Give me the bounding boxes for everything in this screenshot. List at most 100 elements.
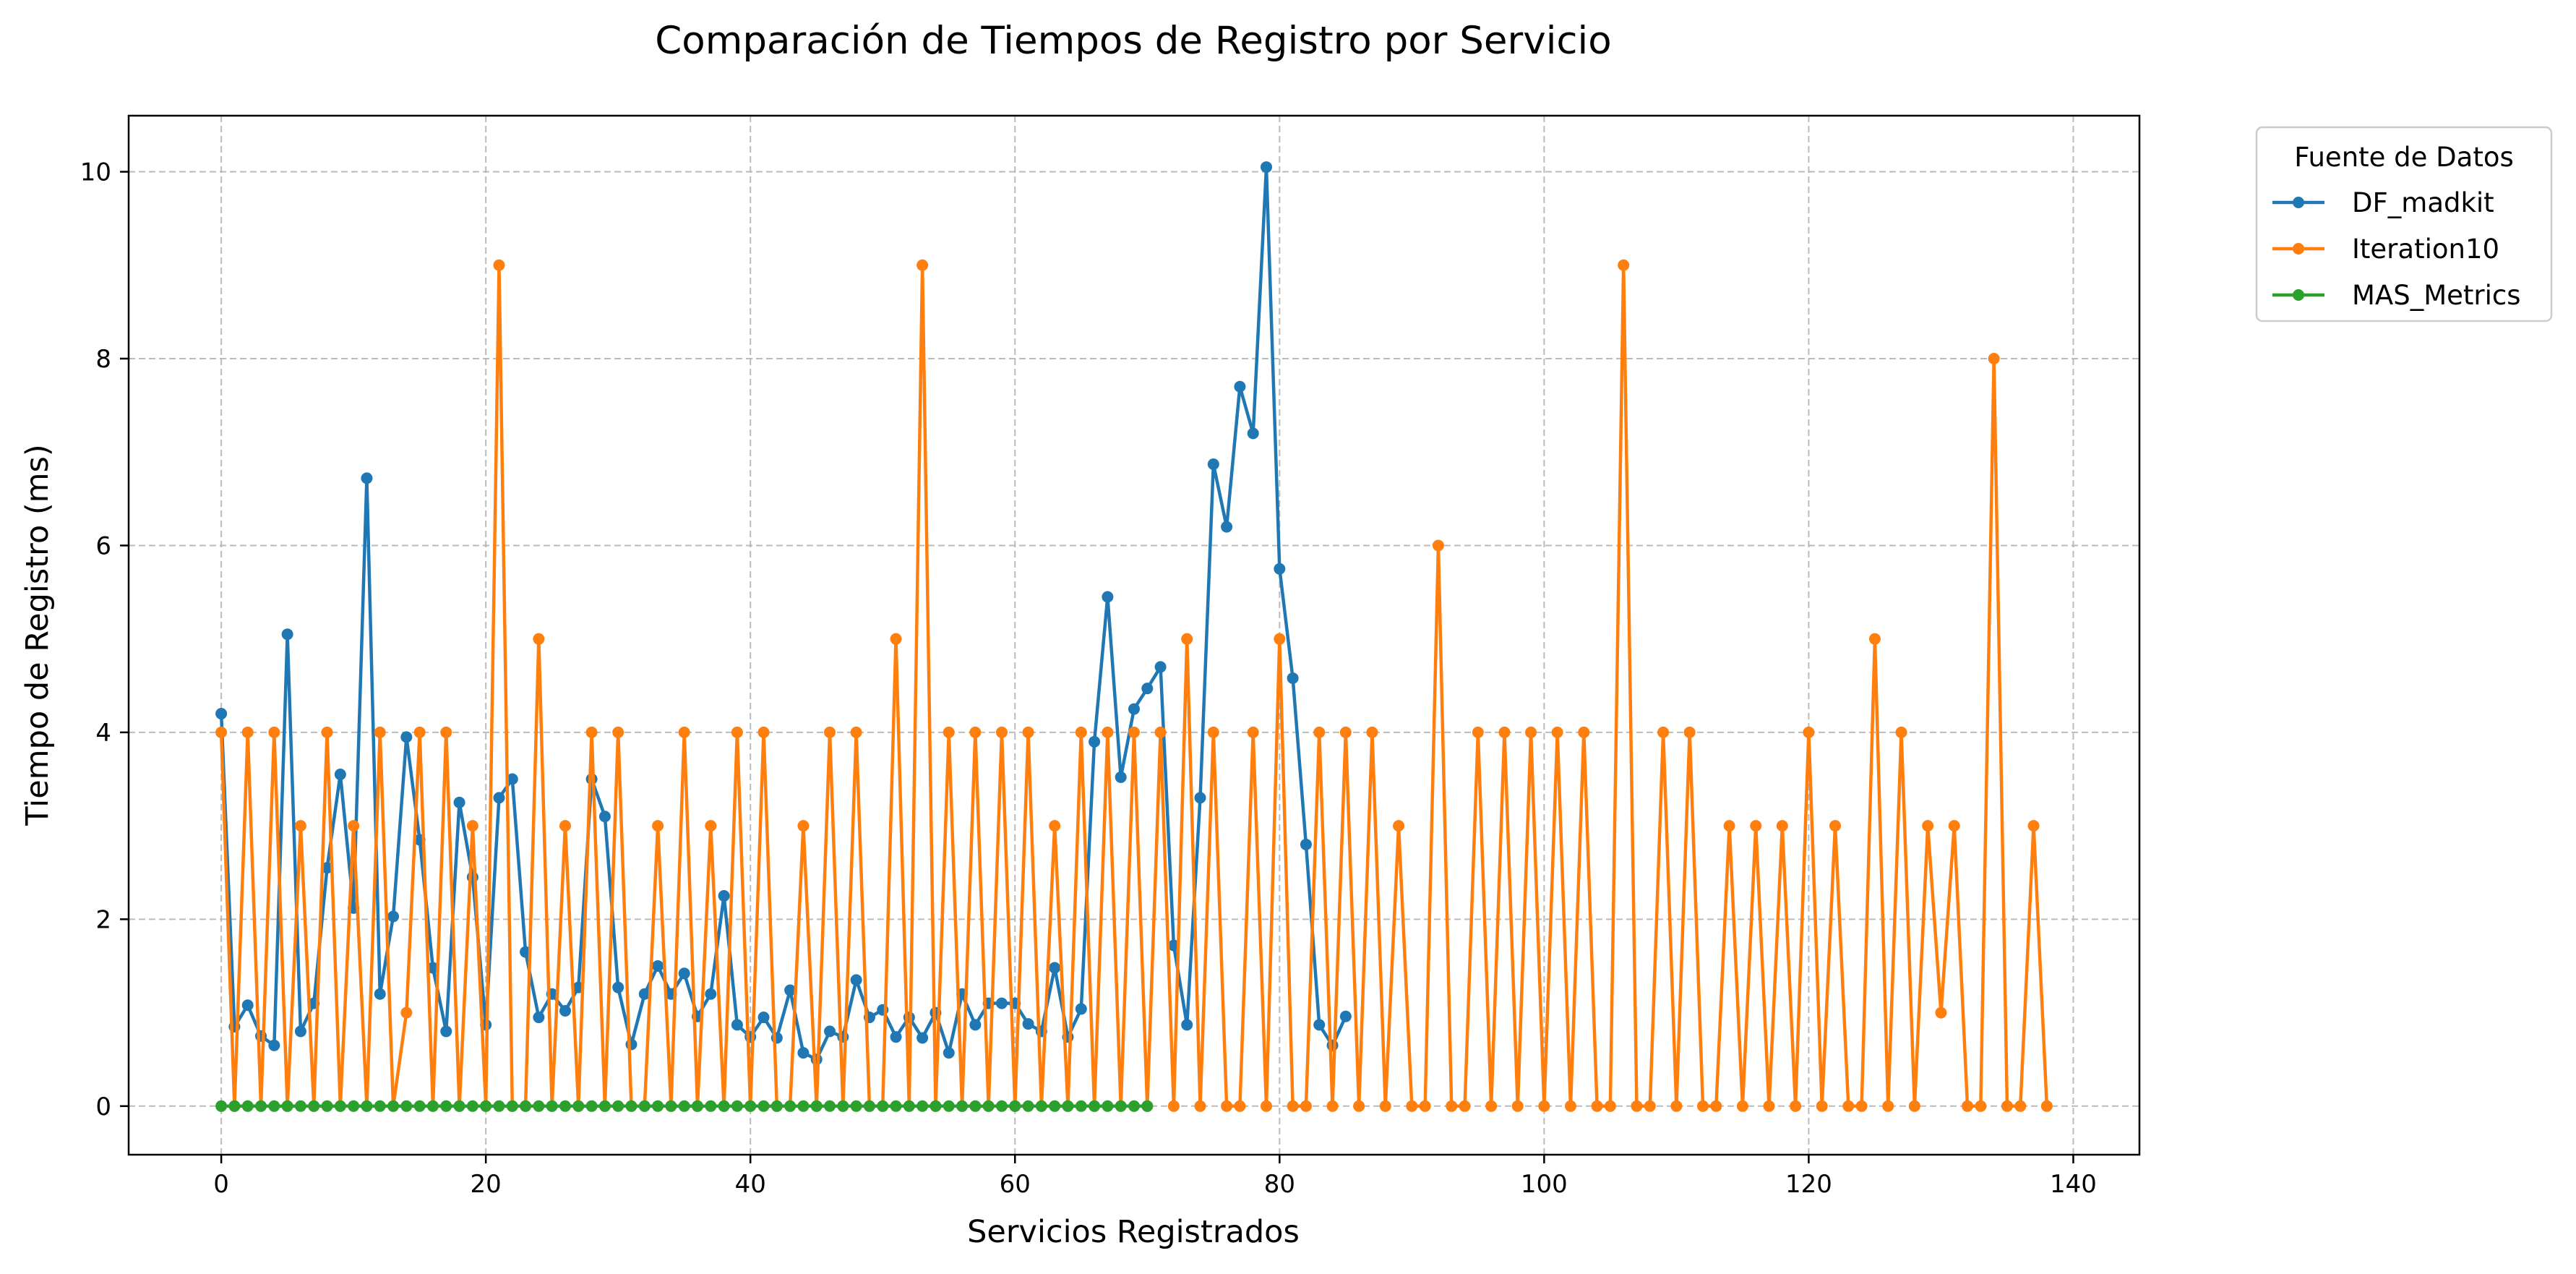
data-point-mas-metrics [426, 1100, 439, 1112]
data-point-mas-metrics [744, 1100, 757, 1112]
data-point-df-madkit [757, 1012, 770, 1024]
data-point-df-madkit [850, 974, 862, 986]
data-point-mas-metrics [877, 1100, 889, 1112]
data-point-df-madkit [916, 1032, 929, 1044]
data-point-df-madkit [294, 1025, 306, 1038]
data-point-iteration10 [1670, 1100, 1683, 1112]
data-point-mas-metrics [374, 1100, 386, 1112]
data-point-mas-metrics [757, 1100, 770, 1112]
data-point-mas-metrics [215, 1100, 228, 1112]
data-point-iteration10 [1339, 726, 1352, 738]
data-point-iteration10 [652, 820, 664, 832]
data-point-df-madkit [1102, 591, 1114, 603]
data-point-df-madkit [1221, 521, 1233, 533]
data-point-mas-metrics [890, 1100, 902, 1112]
data-point-df-madkit [1207, 458, 1219, 471]
data-point-iteration10 [1102, 726, 1114, 738]
data-point-df-madkit [426, 962, 439, 974]
data-point-iteration10 [824, 726, 836, 738]
data-point-iteration10 [493, 259, 505, 271]
data-point-df-madkit [1022, 1018, 1034, 1030]
data-point-iteration10 [1406, 1100, 1418, 1112]
data-point-df-madkit [281, 628, 293, 641]
data-point-iteration10 [1697, 1100, 1709, 1112]
data-point-iteration10 [374, 726, 386, 738]
data-point-df-madkit [705, 988, 717, 1000]
data-point-iteration10 [757, 726, 770, 738]
data-point-df-madkit [559, 1004, 571, 1017]
data-point-mas-metrics [903, 1100, 915, 1112]
data-point-mas-metrics [321, 1100, 333, 1112]
data-point-mas-metrics [440, 1100, 452, 1112]
data-point-iteration10 [294, 820, 306, 832]
data-point-iteration10 [1935, 1006, 1947, 1019]
data-point-iteration10 [1525, 726, 1537, 738]
data-point-iteration10 [916, 259, 929, 271]
data-point-mas-metrics [612, 1100, 624, 1112]
data-point-mas-metrics [268, 1100, 280, 1112]
data-point-mas-metrics [824, 1100, 836, 1112]
data-point-df-madkit [1089, 735, 1101, 748]
x-axis-title: Servicios Registrados [967, 1214, 1300, 1250]
data-point-iteration10 [1591, 1100, 1603, 1112]
plot-area-frame [127, 114, 2141, 1156]
data-point-mas-metrics [255, 1100, 267, 1112]
data-point-iteration10 [943, 726, 955, 738]
legend-title: Fuente de Datos [2294, 142, 2514, 173]
data-point-iteration10 [400, 1006, 413, 1019]
data-point-mas-metrics [638, 1100, 651, 1112]
data-point-df-madkit [1339, 1010, 1352, 1022]
legend-label: DF_madkit [2352, 187, 2494, 218]
data-point-mas-metrics [598, 1100, 611, 1112]
data-point-df-madkit [361, 472, 373, 484]
data-point-mas-metrics [281, 1100, 293, 1112]
axis-ticks: 0 20 40 60 80 100 120 140 0 2 4 6 8 10 [80, 158, 2097, 1199]
data-point-df-madkit [1313, 1019, 1326, 1031]
data-point-iteration10 [1683, 726, 1696, 738]
data-point-df-madkit [1115, 771, 1127, 783]
data-point-iteration10 [1432, 539, 1444, 552]
data-point-iteration10 [612, 726, 624, 738]
data-point-mas-metrics [1141, 1100, 1154, 1112]
data-point-df-madkit [824, 1025, 836, 1038]
data-point-iteration10 [1882, 1100, 1894, 1112]
data-point-iteration10 [1287, 1100, 1299, 1112]
data-point-iteration10 [1207, 726, 1219, 738]
data-point-iteration10 [215, 726, 228, 738]
data-point-df-madkit [1274, 563, 1286, 575]
data-point-df-madkit [493, 792, 505, 804]
data-point-mas-metrics [334, 1100, 346, 1112]
legend-entry-mas-metrics: MAS_Metrics [2272, 280, 2521, 311]
data-point-mas-metrics [929, 1100, 942, 1112]
data-point-df-madkit [1154, 661, 1167, 673]
data-point-iteration10 [890, 633, 902, 645]
legend-swatch-marker [2293, 243, 2304, 255]
data-point-mas-metrics [308, 1100, 320, 1112]
data-point-iteration10 [241, 726, 254, 738]
data-point-iteration10 [1221, 1100, 1233, 1112]
data-point-iteration10 [1816, 1100, 1828, 1112]
data-point-df-madkit [731, 1019, 743, 1031]
data-point-iteration10 [1564, 1100, 1576, 1112]
legend-entry-iteration10: Iteration10 [2272, 234, 2499, 265]
data-point-iteration10 [678, 726, 690, 738]
chart-title: Comparación de Tiempos de Registro por S… [655, 19, 1611, 63]
data-point-mas-metrics [506, 1100, 518, 1112]
data-point-mas-metrics [533, 1100, 545, 1112]
data-point-iteration10 [1962, 1100, 1974, 1112]
data-point-mas-metrics [228, 1100, 241, 1112]
data-point-iteration10 [969, 726, 982, 738]
data-point-iteration10 [585, 726, 598, 738]
x-tick-label: 60 [1000, 1170, 1031, 1199]
data-point-iteration10 [1604, 1100, 1616, 1112]
data-point-iteration10 [1181, 633, 1193, 645]
data-point-mas-metrics [797, 1100, 810, 1112]
data-point-df-madkit [1234, 380, 1246, 393]
data-point-iteration10 [1379, 1100, 1391, 1112]
data-point-df-madkit [1049, 962, 1061, 974]
data-point-iteration10 [268, 726, 280, 738]
data-point-iteration10 [1922, 820, 1934, 832]
data-point-iteration10 [705, 820, 717, 832]
y-tick-label: 2 [95, 905, 111, 934]
data-point-iteration10 [1128, 726, 1140, 738]
